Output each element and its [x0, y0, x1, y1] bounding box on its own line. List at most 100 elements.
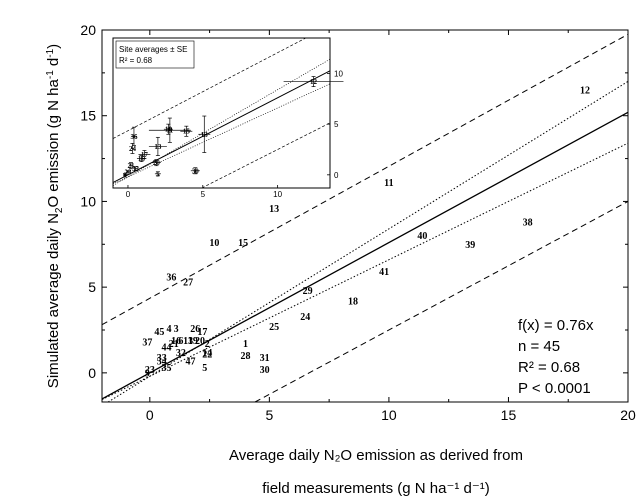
point-10: 10 — [209, 238, 219, 249]
inset-point-17: 17 — [141, 151, 149, 159]
y-axis-title-part: ) — [45, 44, 62, 49]
inset-legend-r2: R² = 0.68 — [119, 56, 153, 65]
point-14: 14 — [202, 348, 212, 359]
point-37: 37 — [142, 338, 152, 349]
point-30: 30 — [260, 365, 270, 376]
point-11: 11 — [384, 178, 393, 189]
stat-line: n = 45 — [518, 338, 560, 355]
point-3: 3 — [174, 324, 179, 335]
point-16: 16 — [171, 336, 181, 347]
point-33: 33 — [157, 353, 167, 364]
x-axis-title-line-2: field measurements (g N ha⁻¹ d⁻¹) — [262, 480, 490, 497]
y-axis-title-part: O emission (g N ha — [45, 78, 62, 207]
point-23: 23 — [145, 365, 155, 376]
point-5: 5 — [202, 363, 207, 374]
inset-frame — [112, 37, 331, 189]
inset-point-33: 33 — [132, 165, 140, 173]
inset-regression-lines — [112, 37, 331, 189]
y-axis-title-part: -1 — [45, 48, 56, 57]
y-tick-label: 5 — [88, 279, 96, 295]
inset-point-10: 10 — [165, 126, 173, 134]
point-15: 15 — [238, 238, 248, 249]
point-12: 12 — [580, 86, 590, 97]
point-24: 24 — [300, 312, 310, 323]
point-44: 44 — [162, 343, 172, 354]
inset-line-solid — [112, 70, 331, 183]
stat-line: R² = 0.68 — [518, 359, 580, 376]
x-tick-label: 15 — [501, 407, 517, 423]
inset-y-tick-label: 5 — [334, 120, 339, 129]
inset-point-23: 23 — [124, 168, 132, 176]
inset-point-16: 16 — [138, 155, 146, 163]
point-45: 45 — [154, 327, 164, 338]
point-25: 25 — [269, 322, 279, 333]
y-tick-label: 10 — [80, 193, 96, 209]
point-18: 18 — [348, 296, 358, 307]
point-31: 31 — [260, 353, 270, 364]
point-1: 1 — [243, 339, 248, 350]
point-32: 32 — [176, 348, 186, 359]
inset-point-13: 13 — [201, 131, 209, 139]
y-axis-title-part: Simulated average daily N — [45, 213, 62, 388]
line-prediction-upper — [101, 33, 629, 326]
y-axis-title-part: -1 — [45, 70, 56, 79]
y-axis-title: Simulated average daily N2O emission (g … — [45, 44, 65, 388]
inset-point-5: 5 — [156, 170, 160, 178]
line-confidence-lower — [101, 142, 629, 401]
inset-point-36: 36 — [130, 133, 138, 141]
point-17: 17 — [197, 327, 207, 338]
inset-line-dashed — [112, 37, 306, 139]
stat-line: f(x) = 0.76x — [518, 317, 594, 334]
inset-y-tick-label: 10 — [334, 69, 343, 78]
point-35: 35 — [162, 363, 172, 374]
inset-legend-box — [115, 40, 195, 69]
inset-point-20: 20 — [153, 159, 161, 167]
y-axis-title-part: 2 — [54, 207, 65, 213]
inset-point-12: 12 — [310, 78, 318, 86]
y-axis-title-part: d — [45, 58, 62, 71]
x-tick-label: 10 — [381, 407, 397, 423]
x-axis-title-line-1: Average daily N₂O emission as derived fr… — [229, 447, 523, 464]
point-4: 4 — [166, 324, 171, 335]
line-regression — [101, 111, 629, 400]
y-tick-label: 0 — [88, 365, 96, 381]
inset-point-24: 24 — [129, 145, 137, 153]
point-19: 19 — [188, 336, 198, 347]
point-22: 22 — [202, 350, 212, 361]
x-tick-label: 20 — [620, 407, 636, 423]
inset-y-tick-label: 0 — [334, 171, 339, 180]
line-prediction-lower — [254, 200, 629, 403]
inset-point-15: 15 — [183, 128, 191, 136]
x-tick-label: 5 — [265, 407, 273, 423]
point-34: 34 — [157, 356, 167, 367]
point-41: 41 — [379, 267, 389, 278]
point-29: 29 — [303, 286, 313, 297]
point-9: 9 — [145, 368, 150, 379]
point-6: 6 — [178, 336, 183, 347]
point-20: 20 — [195, 336, 205, 347]
inset-legend-title: Site averages ± SE — [119, 45, 187, 54]
point-13: 13 — [269, 204, 279, 215]
inset-x-tick-label: 5 — [201, 190, 206, 199]
inset-line-dotted — [112, 58, 331, 186]
point-40: 40 — [417, 231, 427, 242]
point-47: 47 — [185, 356, 195, 367]
point-21: 21 — [169, 339, 179, 350]
point-39: 39 — [465, 240, 475, 251]
inset-point-13: 13 — [154, 143, 162, 151]
inset-point-11: 11 — [167, 127, 174, 135]
point-26: 26 — [190, 324, 200, 335]
inset-point-9: 9 — [123, 171, 127, 179]
point-36: 36 — [166, 272, 176, 283]
inset-x-tick-label: 10 — [273, 190, 282, 199]
y-tick-label: 20 — [80, 22, 96, 38]
plot-frame — [101, 29, 629, 403]
inset-axis-ticks: 0 5 10 0 5 10 — [126, 69, 344, 199]
inset-x-tick-label: 0 — [126, 190, 131, 199]
point-27: 27 — [183, 278, 193, 289]
point-28: 28 — [240, 351, 250, 362]
